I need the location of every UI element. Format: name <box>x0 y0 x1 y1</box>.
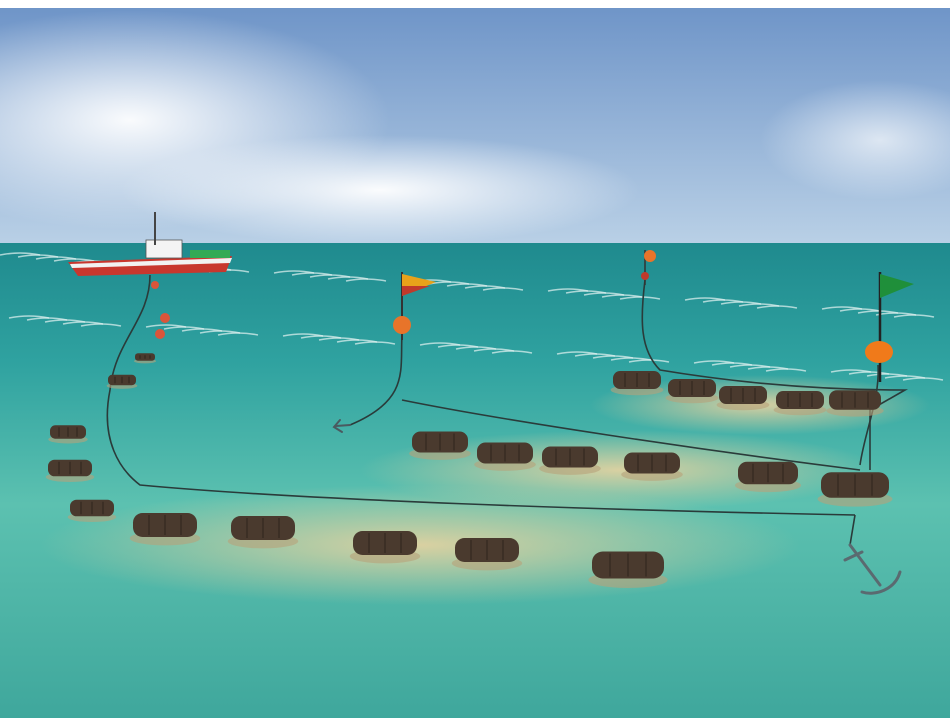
crab-pot <box>665 379 719 404</box>
buoy <box>644 250 656 262</box>
boat-cabin <box>145 239 183 259</box>
wave <box>628 359 670 363</box>
wave <box>354 341 396 345</box>
anchor <box>332 419 351 433</box>
buoy <box>865 341 893 363</box>
wave <box>217 332 259 336</box>
small-buoys <box>151 281 170 339</box>
crab-pot <box>409 431 471 460</box>
crab-pot <box>451 538 523 571</box>
crab-pot <box>48 425 88 444</box>
crab-pot <box>129 513 201 546</box>
rope <box>641 279 909 470</box>
wave <box>619 296 661 300</box>
cloud <box>760 80 950 200</box>
buoy <box>641 272 649 280</box>
wave <box>756 305 798 309</box>
buoy <box>160 313 170 323</box>
anchor-shank <box>848 543 882 587</box>
wave <box>902 377 944 381</box>
crab-pot <box>735 461 801 493</box>
crab-pot <box>227 516 299 549</box>
wave <box>491 350 533 354</box>
rope <box>106 274 856 516</box>
flag <box>402 286 430 296</box>
flag-buoy <box>393 272 436 340</box>
pots <box>45 353 893 588</box>
crab-pot <box>134 353 156 364</box>
buoy <box>393 316 411 334</box>
crab-pot <box>588 551 668 588</box>
boat <box>68 212 232 276</box>
crab-pot <box>773 391 827 416</box>
wave <box>80 323 122 327</box>
anchor-arm <box>860 570 902 595</box>
cloud <box>120 135 640 245</box>
flag-buoy <box>865 272 914 382</box>
boat-stripe <box>70 258 232 268</box>
boat-deck <box>190 250 230 258</box>
buoy <box>151 281 159 289</box>
anchor-stock <box>843 550 864 562</box>
crab-pot <box>45 459 95 483</box>
rope <box>849 514 856 546</box>
crab-pot <box>716 386 770 411</box>
crab-pot <box>817 472 893 507</box>
crab-pot <box>106 374 138 389</box>
crab-pot <box>474 442 536 471</box>
flag <box>880 274 914 298</box>
rope <box>349 334 403 426</box>
crab-pot <box>67 499 117 523</box>
anchor <box>843 543 902 595</box>
wave <box>765 368 807 372</box>
buoy <box>155 329 165 339</box>
wave <box>482 287 524 291</box>
crab-pot <box>349 531 421 564</box>
crab-pot <box>539 446 601 475</box>
crab-pot <box>621 452 683 481</box>
rope <box>401 399 861 471</box>
anchor-hook <box>332 419 351 433</box>
crab-pot <box>610 371 664 396</box>
wave <box>345 278 387 282</box>
crab-pot <box>826 390 884 417</box>
wave <box>893 314 935 318</box>
buoy-marker <box>641 250 656 285</box>
